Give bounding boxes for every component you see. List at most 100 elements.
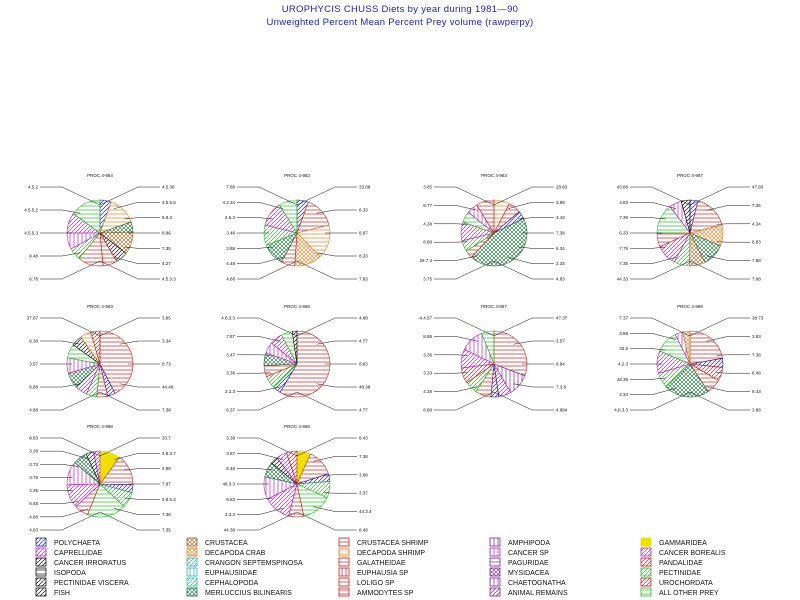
slice-value-label: 8.83 [359, 362, 368, 367]
slice-value-label: 7.35 [162, 528, 171, 533]
leader-line [237, 217, 273, 220]
leader-line [630, 348, 666, 351]
slice-value-label: 37.87 [27, 316, 39, 321]
legend-swatch [640, 547, 652, 557]
legend-swatch [640, 587, 652, 597]
slice-value-label: 2.34 [556, 261, 565, 266]
legend-item: AMMODYTES SP [338, 587, 414, 597]
slice-value-label: 8.87 [359, 231, 368, 236]
slice-value-label: 8.8.3 [162, 215, 173, 220]
leader-line [323, 492, 357, 494]
panel-title: PROC 4-983 [87, 304, 113, 309]
slice-value-label: 8.48 [226, 466, 235, 471]
legend-label: PAGURIDAE [508, 560, 549, 567]
panel-title: PROC 4-988 [284, 424, 310, 429]
slice-value-label: 3.37 [359, 491, 368, 496]
slice-value-label: 44.48 [162, 385, 174, 390]
legend-swatch [35, 587, 47, 597]
slice-value-label: 7.35 [162, 246, 171, 251]
legend-label: DECAPODA CRAB [205, 550, 266, 557]
leader-line [237, 391, 298, 411]
legend-item: AMPHIPODA [489, 537, 550, 547]
leader-line [40, 252, 81, 257]
leader-line [40, 450, 88, 459]
slice-value-label: 3.57 [29, 362, 38, 367]
pie-slice [279, 330, 331, 398]
slice-value-label: 3.48 [226, 231, 235, 236]
leader-line [716, 241, 750, 243]
leader-line [630, 317, 691, 337]
leader-line [113, 202, 160, 209]
legend-item: ALL OTHER PREY [640, 587, 719, 597]
legend-label: AMPHIPODA [508, 540, 550, 547]
legend-label: MYSIDACEA [508, 570, 550, 577]
legend-label: CRUSTACEA SHRIMP [357, 540, 429, 547]
pie-slice [481, 330, 495, 365]
slice-value-label: 3.33 [423, 371, 432, 376]
legend-swatch [186, 567, 198, 577]
slice-value-label: 3.57 [556, 339, 565, 344]
legend-label: CEPHALOPODA [205, 580, 259, 587]
leader-line [630, 391, 691, 411]
slice-value-label: 4.5.38 [162, 185, 175, 190]
legend-label: EUPHAUSIA SP [357, 570, 409, 577]
legend-label: ANIMAL REMAINS [508, 590, 568, 597]
slice-value-label: 3.38 [226, 436, 235, 441]
slice-value-label: 8.77 [423, 203, 432, 208]
leader-line [237, 497, 273, 500]
leader-line [124, 497, 160, 500]
legend-swatch [640, 557, 652, 567]
leader-line [296, 511, 357, 531]
slice-value-label: 4.8.3.3 [221, 316, 235, 321]
leader-line [40, 464, 79, 467]
legend-swatch [186, 577, 198, 587]
legend: POLYCHAETA CAPRELLIDAE CANCER IRRORATUS ISO… [35, 537, 726, 597]
leader-line [716, 372, 750, 374]
slice-value-label: 4.88 [359, 316, 368, 321]
slice-value-label: 4.83 [556, 277, 565, 282]
slice-value-label: 33.7 [162, 436, 171, 441]
slice-value-label: 7.35 [752, 203, 761, 208]
slice-value-label: 3.88 [556, 200, 565, 205]
legend-label: AMMODYTES SP [357, 590, 414, 597]
leader-line [434, 336, 478, 342]
leader-line [630, 388, 677, 395]
slice-value-label: 8.48 [752, 371, 761, 376]
slice-value-label: 8.73 [162, 362, 171, 367]
leader-line [434, 241, 468, 243]
legend-swatch [186, 537, 198, 547]
legend-item: CANCER IRRORATUS [35, 557, 127, 567]
slice-value-label: 7.83 [359, 277, 368, 282]
legend-item: PANDALIDAE [640, 557, 703, 567]
leader-line [40, 383, 81, 388]
leader-line [434, 372, 468, 374]
slice-value-label: 4.2.3 [618, 362, 629, 367]
slice-value-label: 4.77 [359, 408, 368, 413]
slice-value-label: 7.38 [556, 231, 565, 236]
legend-swatch [489, 537, 501, 547]
leader-line [237, 508, 284, 515]
pie-panel: PROC 4-983 7.88 4.2.34 4.5.3 3.48 3.88 4.48 4.8… [222, 173, 370, 282]
pie-panel: PROC 4-984 4.5.2 4.5.5.2 4.5.5.3 8.48 6.78 4.5… [24, 173, 176, 282]
slice-value-label: 3.38 [226, 371, 235, 376]
slice-value-label: 47.83 [752, 185, 764, 190]
leader-line [493, 260, 554, 280]
legend-item: CHAETOGNATHA [489, 577, 566, 587]
legend-swatch [338, 567, 350, 577]
slice-value-label: 3.75 [423, 277, 432, 282]
slice-value-label: 48.3.3 [222, 482, 235, 487]
pie-slice [493, 330, 528, 377]
slice-value-label: 44.33 [617, 277, 629, 282]
slice-value-label: 4.35 [29, 488, 38, 493]
leader-line [40, 511, 101, 531]
leader-line [313, 456, 357, 462]
slice-value-label: 4.38 [423, 221, 432, 226]
leader-line [513, 340, 554, 345]
panel-title: PROC 4-983 [481, 173, 507, 178]
panel-title: PROC 4-988 [284, 304, 310, 309]
leader-line [323, 474, 357, 476]
leader-line [434, 317, 495, 337]
pie-panel: PROC 4-988 4.8.3.3 7.87 3.47 3.38 3.3.3 6.37 4.… [221, 304, 371, 413]
legend-swatch [35, 577, 47, 587]
